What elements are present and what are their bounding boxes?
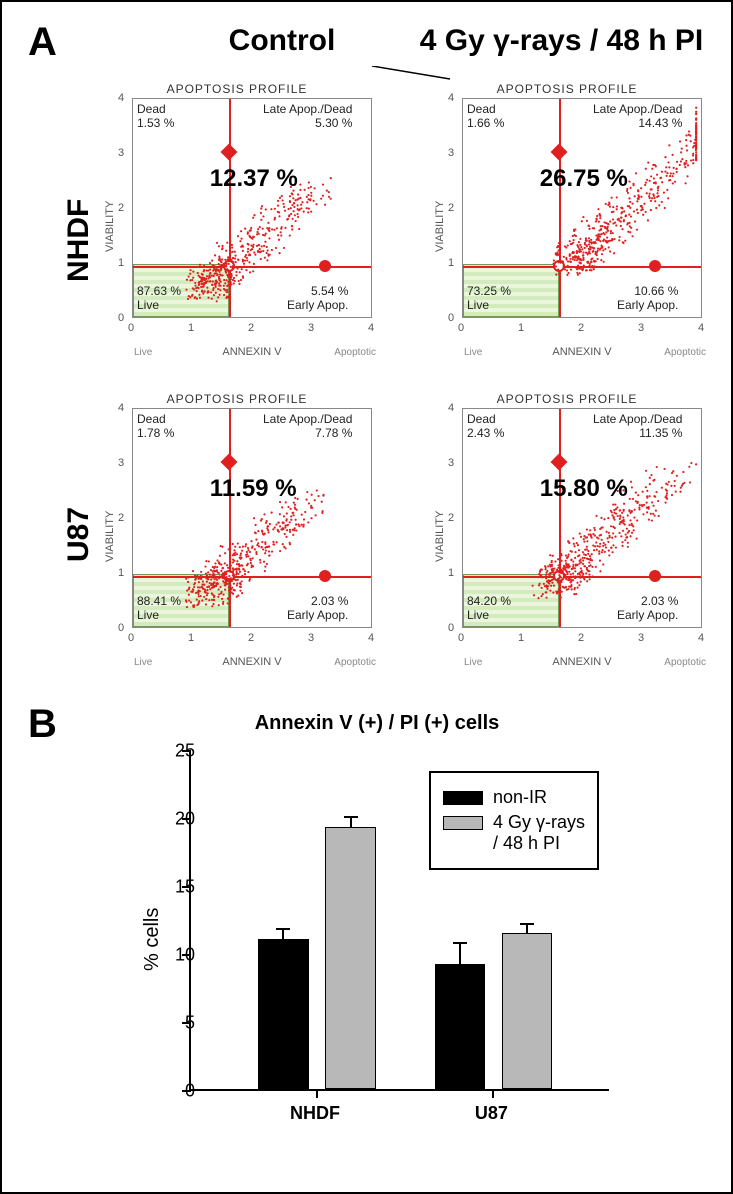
bar-U87-nonIR <box>435 964 485 1089</box>
plot-area: Dead1.78 % Late Apop./Dead7.78 % 88.41 %Li… <box>132 408 372 628</box>
legend-label: non-IR <box>493 787 547 808</box>
bar-plot-area: non-IR 4 Gy γ-rays/ 48 h PI <box>189 751 609 1091</box>
bar-chart-title: Annexin V (+) / PI (+) cells <box>112 712 642 735</box>
y-axis-label: VIABILITY <box>104 511 116 562</box>
y-tick-label: 15 <box>175 877 195 898</box>
axis-corner-live: Live <box>464 347 482 358</box>
scatter-u87-control: APOPTOSIS PROFILE Dead1.78 % Late Apop./D… <box>92 392 382 672</box>
scatter-title: APOPTOSIS PROFILE <box>422 82 712 96</box>
bar-NHDF-treated <box>325 827 375 1089</box>
quad-dead: Dead1.66 % <box>467 103 504 131</box>
y-axis-label: VIABILITY <box>434 201 446 252</box>
legend-swatch <box>443 816 483 830</box>
category-label: U87 <box>475 1103 508 1124</box>
panel-b-letter: B <box>28 702 57 747</box>
panel-a-column-headers: Control 4 Gy γ-rays / 48 h PI <box>152 24 711 58</box>
axis-corner-apoptotic: Apoptotic <box>664 347 706 358</box>
column-header-treated: 4 Gy γ-rays / 48 h PI <box>412 24 711 58</box>
bar-U87-treated <box>502 933 552 1089</box>
scatter-row-nhdf: APOPTOSIS PROFILE Dead1.53 % Late Apop./D… <box>82 82 722 362</box>
column-header-control: Control <box>152 24 412 58</box>
plot-area: Dead2.43 % Late Apop./Dead11.35 % 84.20 %L… <box>462 408 702 628</box>
scatter-title: APOPTOSIS PROFILE <box>92 392 382 406</box>
y-axis-label: VIABILITY <box>104 201 116 252</box>
y-tick-label: 0 <box>185 1081 195 1102</box>
legend-label: 4 Gy γ-rays/ 48 h PI <box>493 812 585 854</box>
scatter-nhdf-control: APOPTOSIS PROFILE Dead1.53 % Late Apop./D… <box>92 82 382 362</box>
quad-dead: Dead2.43 % <box>467 413 504 441</box>
bar-NHDF-nonIR <box>258 939 308 1089</box>
center-percentage: 15.80 % <box>540 475 628 503</box>
axis-corner-live: Live <box>134 347 152 358</box>
x-axis-label: ANNEXIN V <box>552 656 611 668</box>
axis-corner-live: Live <box>134 657 152 668</box>
y-tick-label: 5 <box>185 1013 195 1034</box>
category-label: NHDF <box>290 1103 340 1124</box>
quad-early: 5.54 %Early Apop. <box>287 285 348 313</box>
x-axis-label: ANNEXIN V <box>552 346 611 358</box>
quad-early: 2.03 %Early Apop. <box>287 595 348 623</box>
y-tick-label: 10 <box>175 945 195 966</box>
figure-frame: A Control 4 Gy γ-rays / 48 h PI NHDF U87… <box>0 0 733 1194</box>
y-tick-label: 25 <box>175 741 195 762</box>
axis-corner-apoptotic: Apoptotic <box>664 657 706 668</box>
axis-corner-apoptotic: Apoptotic <box>334 657 376 668</box>
plot-area: Dead1.66 % Late Apop./Dead14.43 % 73.25 %L… <box>462 98 702 318</box>
plot-area: Dead1.53 % Late Apop./Dead5.30 % 87.63 %Li… <box>132 98 372 318</box>
x-axis-label: ANNEXIN V <box>222 346 281 358</box>
quad-late: Late Apop./Dead14.43 % <box>593 103 682 131</box>
scatter-title: APOPTOSIS PROFILE <box>422 392 712 406</box>
y-tick-label: 20 <box>175 809 195 830</box>
quad-early: 2.03 %Early Apop. <box>617 595 678 623</box>
legend: non-IR 4 Gy γ-rays/ 48 h PI <box>429 771 599 870</box>
header-connector-line <box>372 66 452 80</box>
y-axis-label: VIABILITY <box>434 511 446 562</box>
quad-late: Late Apop./Dead5.30 % <box>263 103 352 131</box>
scatter-title: APOPTOSIS PROFILE <box>92 82 382 96</box>
axis-corner-apoptotic: Apoptotic <box>334 347 376 358</box>
center-percentage: 11.59 % <box>210 475 297 503</box>
scatter-u87-treated: APOPTOSIS PROFILE Dead2.43 % Late Apop./D… <box>422 392 712 672</box>
center-percentage: 26.75 % <box>540 165 628 193</box>
scatter-row-u87: APOPTOSIS PROFILE Dead1.78 % Late Apop./D… <box>82 392 722 672</box>
quad-live: 87.63 %Live <box>137 285 181 313</box>
quad-live: 84.20 %Live <box>467 595 511 623</box>
quad-live: 88.41 %Live <box>137 595 181 623</box>
axis-corner-live: Live <box>464 657 482 668</box>
quad-early: 10.66 %Early Apop. <box>617 285 678 313</box>
quad-live: 73.25 %Live <box>467 285 511 313</box>
quad-dead: Dead1.53 % <box>137 103 174 131</box>
center-percentage: 12.37 % <box>210 165 298 193</box>
bar-y-axis-label: % cells <box>141 908 164 971</box>
x-axis-label: ANNEXIN V <box>222 656 281 668</box>
legend-swatch <box>443 791 483 805</box>
panel-a-letter: A <box>28 20 57 65</box>
scatter-nhdf-treated: APOPTOSIS PROFILE Dead1.66 % Late Apop./D… <box>422 82 712 362</box>
quad-dead: Dead1.78 % <box>137 413 174 441</box>
quad-late: Late Apop./Dead11.35 % <box>593 413 682 441</box>
quad-late: Late Apop./Dead7.78 % <box>263 413 352 441</box>
panel-b: Annexin V (+) / PI (+) cells % cells non… <box>112 712 642 1162</box>
bar-chart: % cells non-IR 4 Gy γ-rays/ 48 h PI 0 5 10 1… <box>127 741 627 1141</box>
